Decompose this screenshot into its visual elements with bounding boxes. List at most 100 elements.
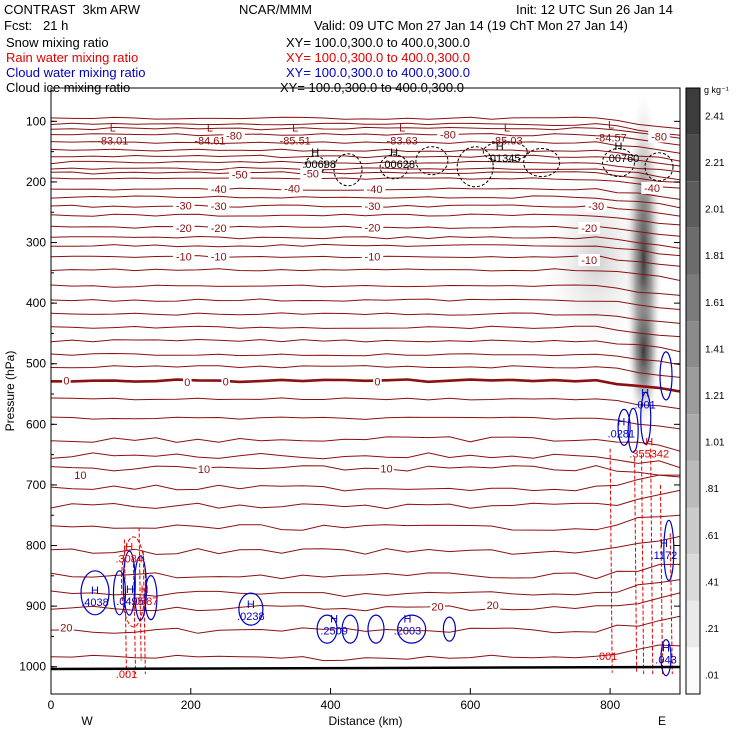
field-name-snow: Snow mixing ratio: [6, 35, 109, 50]
cloud-water-contour: [316, 614, 338, 644]
cloud-water-max-marker: H: [330, 614, 338, 626]
isotherm-label-bg: [361, 200, 384, 213]
isotherm-label: -40: [284, 184, 300, 196]
isotherm-label-bg: [207, 200, 230, 213]
colorbar-level-label: 1.21: [705, 391, 725, 402]
colorbar-swatch: [686, 414, 700, 461]
temperature-low-value: -83.01: [97, 136, 128, 148]
cloud-water-max-marker: H: [247, 599, 255, 611]
temperature-low-marker: L: [292, 123, 298, 135]
isotherm-label: 10: [198, 464, 210, 476]
cloud-water-max-value: .0281: [608, 429, 636, 441]
isotherm-292: [51, 235, 680, 249]
temperature-low-value: -84.61: [194, 136, 225, 148]
isotherm-label-bg: [173, 199, 195, 212]
isotherm-label-bg: [207, 221, 230, 234]
isotherm-label-bg: [228, 168, 251, 181]
isotherm-810: [51, 535, 680, 555]
isotherm-168: [51, 160, 680, 173]
isotherm-label-bg: [281, 182, 303, 195]
cloud-water-contour: [659, 351, 673, 401]
isotherm-528: [51, 378, 680, 393]
x-axis-title: Distance (km): [328, 714, 402, 728]
colorbar-swatch: [686, 181, 700, 228]
cloud-ice-max-value: .00760: [606, 153, 640, 165]
cloud-ice-max-marker: H: [311, 147, 319, 159]
isotherm-148: [51, 148, 680, 162]
isotherm-label: -30: [365, 201, 381, 213]
isotherm-705: [51, 474, 680, 492]
isotherm-label-bg: [578, 221, 600, 234]
isotherm-label-bg: [378, 462, 394, 475]
temperature-low-value: -83.63: [387, 136, 418, 148]
cloud-ice-contour: [601, 148, 635, 178]
isotherm-880: [51, 579, 680, 598]
temperature-low-marker: L: [399, 123, 405, 135]
cloud-water-max-marker: H: [617, 417, 625, 429]
init-time: Init: 12 UTC Sun 26 Jan 14: [516, 2, 673, 17]
isotherm-label: -20: [581, 223, 597, 235]
plot-frame: [50, 87, 681, 695]
temperature-low-marker: L: [504, 123, 510, 135]
cloud-water-contour: [367, 614, 385, 644]
isotherm-label-bg: [183, 375, 192, 388]
x-tick-label: 800: [600, 698, 620, 712]
cloud-water-contour: [122, 550, 136, 616]
cloud-ice-contour: [644, 152, 674, 182]
isotherm-label-bg: [373, 375, 382, 388]
isotherm-label-bg: [72, 469, 88, 482]
y-tick-label: 100: [26, 114, 46, 128]
cloud-water-max-value: .1172: [651, 550, 678, 562]
isotherm-label-bg: [58, 621, 74, 634]
isotherm-122: [51, 133, 680, 146]
isotherm-label-bg: [300, 167, 322, 180]
y-tick-label: 900: [26, 599, 46, 613]
isotherm-850: [51, 563, 680, 580]
rain-max-value: .3084: [116, 553, 144, 565]
isotherm-label-bg: [221, 375, 230, 388]
cloud-water-max-marker: H: [662, 643, 670, 655]
colorbar-swatch: [686, 507, 700, 555]
isotherm-label: -20: [365, 222, 381, 234]
cloud-ice-max-value: .01345: [487, 153, 521, 165]
rain-contour: [634, 457, 638, 673]
rain-min-value: .001: [596, 651, 617, 663]
isotherm-462: [51, 338, 680, 353]
cloud-water-contour: [397, 614, 427, 644]
rain-contour: [609, 448, 613, 673]
colorbar-level-label: 1.01: [705, 438, 725, 449]
rain-max-value: .0587: [131, 596, 159, 608]
temperature-low-value: -85.51: [280, 136, 311, 148]
colorbar-swatch: [686, 460, 700, 508]
rain-min-value: .001: [116, 669, 137, 681]
rain-contour: [138, 527, 142, 661]
colorbar-swatch: [686, 274, 700, 322]
colorbar-level-label: .61: [705, 531, 719, 542]
isotherm-label-bg: [641, 181, 663, 194]
colorbar-swatch: [686, 88, 700, 135]
temperature-low-value: -84.57: [596, 133, 627, 145]
isotherm-label-bg: [207, 250, 230, 263]
cloud-water-max-value: .001: [634, 400, 655, 412]
colorbar-level-label: 1.81: [705, 251, 725, 262]
isotherm-label-bg: [361, 221, 384, 234]
y-tick-label: 600: [26, 417, 46, 431]
isotherm-label-bg: [585, 200, 607, 213]
isotherm-158: [51, 154, 680, 167]
isotherm-label-bg: [578, 254, 600, 267]
y-tick-label: 400: [26, 296, 46, 310]
isotherm-418: [51, 312, 680, 324]
colorbar-unit: g kg⁻¹: [704, 85, 729, 95]
cloud-water-max-value: .043: [655, 655, 676, 667]
cloud-water-max-marker: H: [126, 584, 134, 596]
cloud-ice-contour: [333, 153, 363, 187]
y-tick-label: 300: [26, 236, 46, 250]
isotherm-label-bg: [437, 128, 459, 141]
isotherm-770: [51, 514, 680, 531]
isotherm-label: -10: [176, 251, 192, 263]
isotherm-985: [51, 644, 680, 662]
colorbar-swatch: [686, 321, 700, 368]
x-tick-label: 600: [460, 698, 480, 712]
cloud-water-contour: [238, 592, 264, 626]
